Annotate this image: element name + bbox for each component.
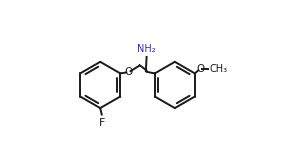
Text: NH₂: NH₂ (137, 44, 156, 54)
Text: O: O (196, 64, 204, 74)
Text: F: F (99, 118, 105, 128)
Text: O: O (124, 67, 133, 77)
Text: CH₃: CH₃ (209, 64, 227, 74)
